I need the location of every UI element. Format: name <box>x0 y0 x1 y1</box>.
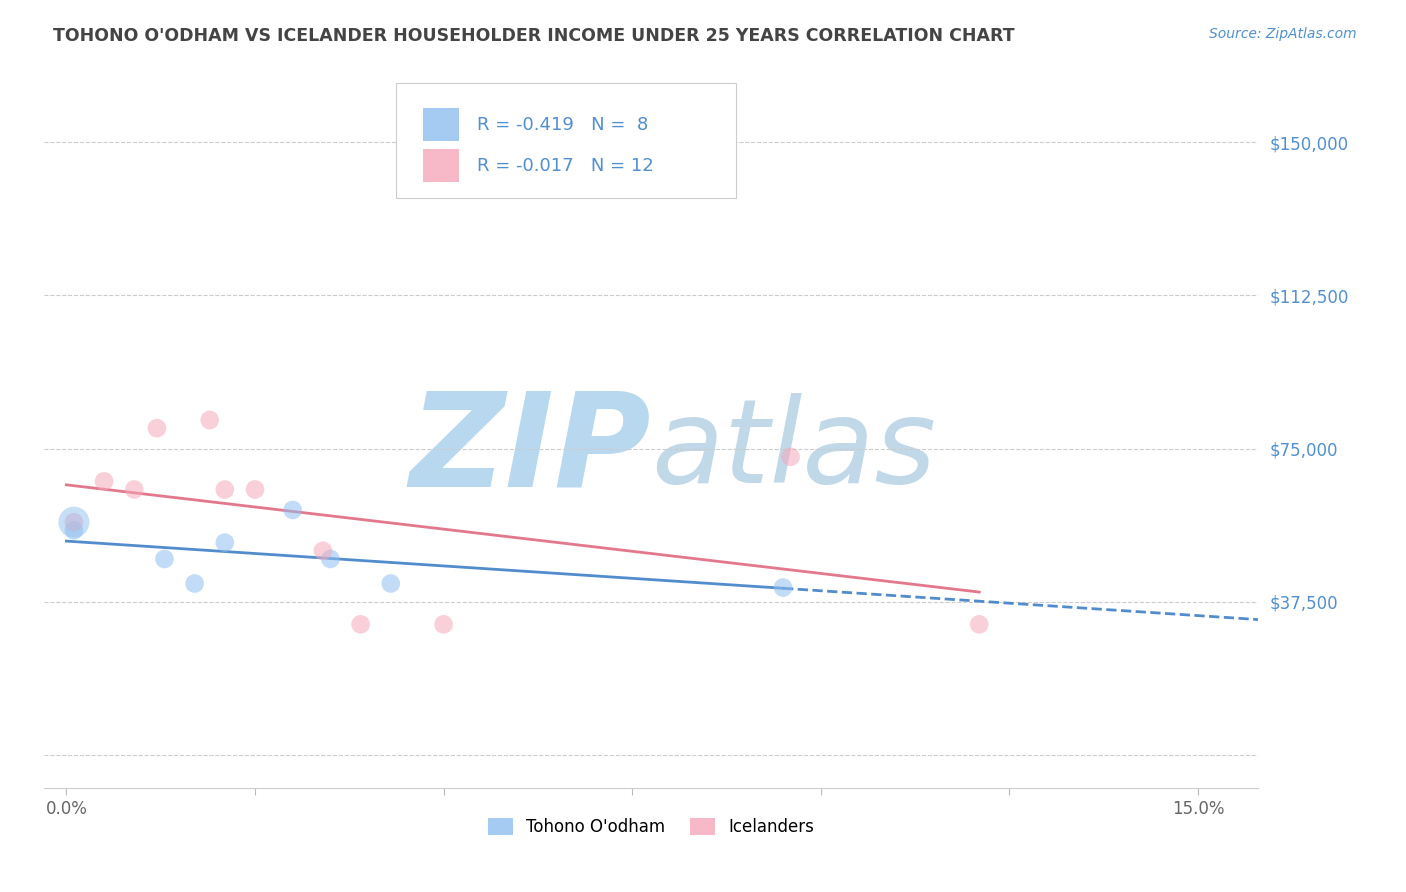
Point <box>93 475 115 489</box>
Legend: Tohono O'odham, Icelanders: Tohono O'odham, Icelanders <box>479 809 823 844</box>
Point <box>198 413 221 427</box>
Point <box>779 450 801 464</box>
Text: R = -0.419   N =  8: R = -0.419 N = 8 <box>478 116 648 134</box>
Point <box>153 552 176 566</box>
Point <box>772 581 794 595</box>
Point <box>214 483 236 497</box>
Point <box>380 576 402 591</box>
Point <box>146 421 169 435</box>
Point <box>63 524 86 538</box>
Point <box>214 535 236 549</box>
Point <box>432 617 454 632</box>
Text: Source: ZipAtlas.com: Source: ZipAtlas.com <box>1209 27 1357 41</box>
Point <box>183 576 205 591</box>
Text: R = -0.017   N = 12: R = -0.017 N = 12 <box>478 157 654 175</box>
Point <box>243 483 266 497</box>
Text: atlas: atlas <box>651 392 936 507</box>
Bar <box>423 109 460 141</box>
Point <box>281 503 304 517</box>
Point <box>63 515 86 529</box>
Text: ZIP: ZIP <box>409 386 651 513</box>
Point <box>124 483 146 497</box>
Point <box>312 543 335 558</box>
Point <box>63 515 86 529</box>
Point <box>349 617 371 632</box>
Text: TOHONO O'ODHAM VS ICELANDER HOUSEHOLDER INCOME UNDER 25 YEARS CORRELATION CHART: TOHONO O'ODHAM VS ICELANDER HOUSEHOLDER … <box>53 27 1015 45</box>
FancyBboxPatch shape <box>396 83 737 198</box>
Bar <box>423 150 460 182</box>
Point <box>967 617 990 632</box>
Point <box>319 552 342 566</box>
